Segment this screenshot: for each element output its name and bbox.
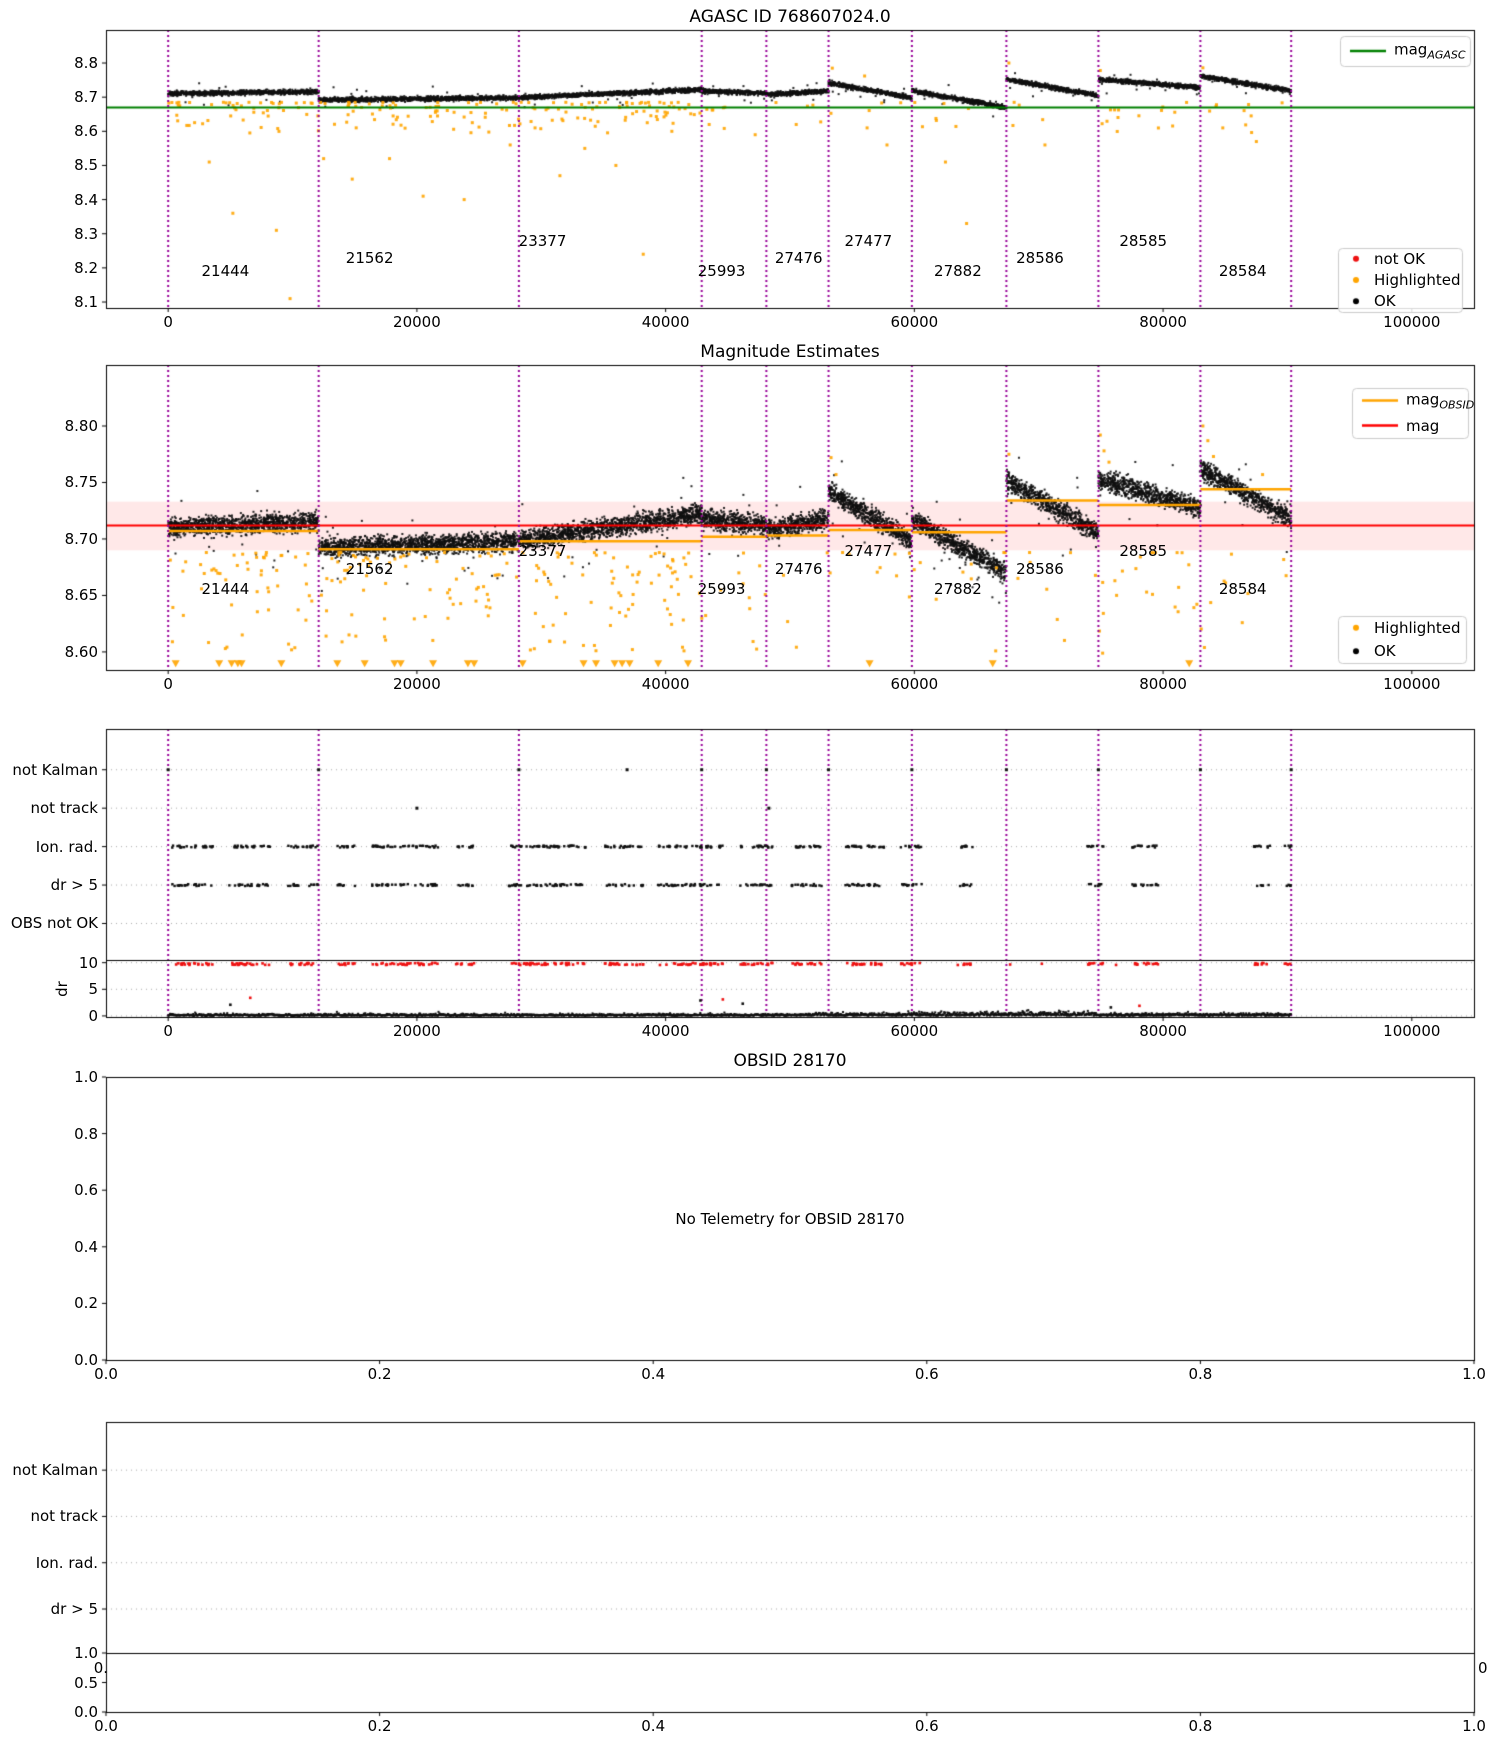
figure: AGASC ID 768607024.0 0 20000 40000 60000 8000… [0, 0, 1500, 1750]
plots-canvas [0, 0, 1500, 1750]
